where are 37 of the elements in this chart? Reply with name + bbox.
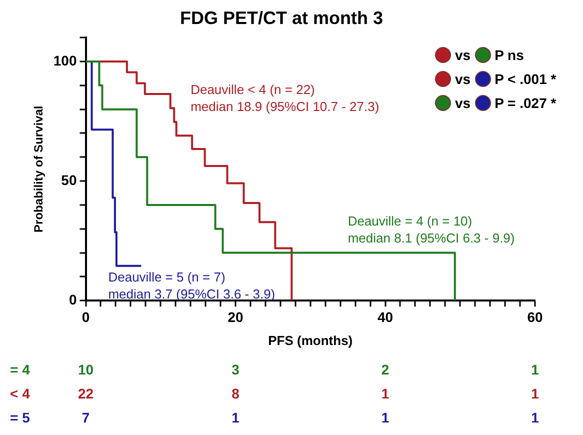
- chart-title: FDG PET/CT at month 3: [180, 8, 384, 28]
- x-axis-title: PFS (months): [268, 332, 353, 348]
- annotation: median 18.9 (95%CI 10.7 - 27.3): [190, 98, 380, 114]
- text: < 4: [10, 385, 30, 402]
- text: 10: [78, 361, 94, 378]
- x-tick-label: 40: [377, 308, 394, 325]
- y-axis-title: Probability of Survival: [32, 106, 46, 232]
- series-label: Deauville < 4 (n = 22): [190, 82, 315, 97]
- x-tick-label: 60: [527, 308, 543, 325]
- annotation: vs: [455, 70, 471, 87]
- series-label: Deauville = 5 (n = 7): [108, 269, 226, 284]
- annotation: median 8.1 (95%CI 6.3 - 9.9): [348, 230, 515, 246]
- text: 1: [531, 409, 540, 426]
- y-tick-label: 0: [68, 291, 77, 308]
- text: 2: [381, 361, 390, 378]
- text: 1: [531, 385, 540, 402]
- annotation: median 3.7 (95%CI 3.6 - 3.9): [108, 286, 276, 302]
- text: = 5: [10, 409, 30, 426]
- text: 1: [381, 385, 390, 402]
- annotation: P ns: [494, 46, 524, 63]
- text: 1: [381, 409, 390, 426]
- series-label: Deauville = 4 (n = 10): [348, 213, 472, 228]
- annotation: vs: [455, 46, 471, 63]
- y-tick-label: 100: [53, 52, 77, 68]
- text: 8: [232, 385, 240, 402]
- y-tick-label: 50: [61, 172, 77, 188]
- text: 7: [82, 409, 90, 426]
- x-tick-label: 0: [82, 308, 90, 325]
- text: = 4: [10, 361, 30, 378]
- text: 1: [531, 361, 540, 378]
- text: 22: [78, 385, 94, 402]
- text: 1: [232, 409, 240, 426]
- annotation: P < .001 *: [494, 70, 556, 87]
- x-tick-label: 20: [228, 308, 244, 325]
- annotation: P = .027 *: [494, 94, 556, 111]
- annotation: vs: [455, 94, 471, 111]
- text: 3: [232, 361, 240, 378]
